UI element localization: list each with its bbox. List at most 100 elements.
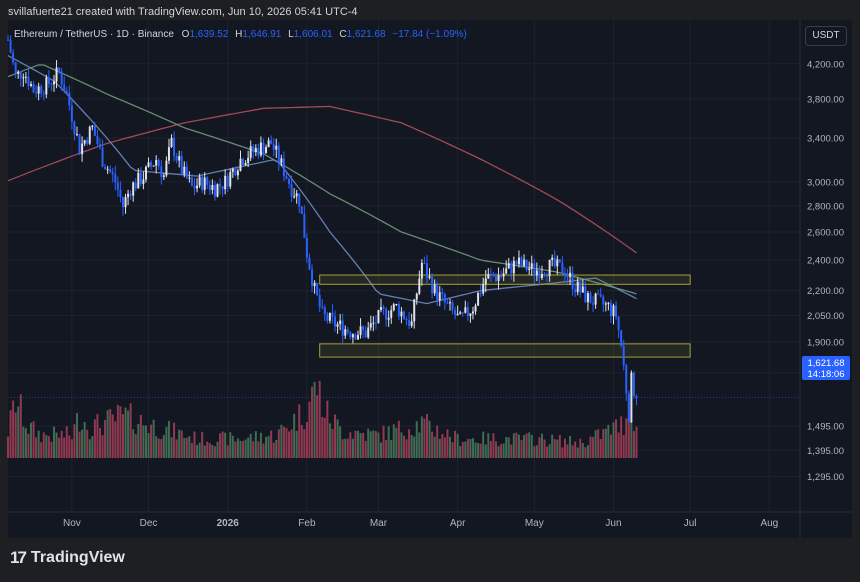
volume-bar — [441, 433, 444, 458]
candle-body — [466, 307, 469, 317]
candle-body — [50, 83, 53, 85]
volume-bar — [326, 400, 329, 458]
volume-bars — [7, 380, 638, 458]
candle-body — [584, 286, 587, 303]
volume-bar — [290, 429, 293, 458]
candle-body — [359, 326, 362, 336]
volume-bar — [98, 428, 101, 458]
price-tick-label: 3,000.00 — [807, 177, 844, 188]
candle-body — [193, 185, 196, 189]
volume-bar — [436, 425, 439, 458]
price-tick-label: 3,400.00 — [807, 133, 844, 144]
volume-bar — [530, 434, 533, 458]
ohlc-legend[interactable]: Ethereum / TetherUS · 1D · Binance O1,63… — [14, 29, 467, 40]
volume-bar — [277, 429, 280, 458]
volume-bar — [104, 419, 107, 458]
candle-body — [336, 324, 339, 327]
candle-body — [451, 302, 454, 311]
horizontal-zones[interactable] — [319, 274, 691, 358]
volume-bar — [617, 432, 620, 458]
volume-bar — [523, 435, 526, 458]
time-tick-label: Jun — [605, 518, 621, 529]
volume-bar — [47, 436, 50, 458]
volume-bar — [351, 438, 354, 458]
candle-body — [530, 263, 533, 269]
candle-body — [548, 259, 551, 276]
currency-button[interactable]: USDT — [805, 26, 847, 46]
candle-body — [37, 86, 40, 94]
volume-bar — [311, 386, 314, 458]
candle-body — [134, 182, 137, 189]
volume-bar — [132, 429, 135, 458]
volume-bar — [157, 438, 160, 458]
volume-bar — [65, 426, 68, 458]
candle-body — [257, 147, 260, 156]
volume-bar — [474, 442, 477, 458]
candle-body — [436, 284, 439, 301]
volume-bar — [134, 434, 137, 458]
candle-body — [139, 172, 142, 184]
volume-bar — [267, 435, 270, 458]
candle-body — [127, 193, 130, 198]
volume-bar — [308, 401, 311, 458]
volume-bar — [247, 437, 250, 458]
candle-body — [12, 52, 15, 63]
candle-body — [589, 293, 592, 304]
volume-bar — [86, 429, 89, 458]
volume-bar — [178, 429, 181, 458]
last-price-badge: 1,621.68 14:18:06 — [802, 356, 850, 380]
volume-bar — [37, 430, 40, 458]
time-axis[interactable]: Nov Dec 2026 Feb Mar Apr May Jun Jul Aug — [63, 518, 778, 529]
candle-body — [19, 71, 22, 79]
volume-bar — [9, 410, 12, 458]
candle-body — [459, 312, 462, 314]
candle-body — [32, 84, 35, 93]
volume-bar — [515, 432, 518, 458]
volume-bar — [615, 419, 618, 458]
volume-bar — [413, 436, 416, 458]
volume-bar — [466, 439, 469, 458]
candle-body — [622, 346, 625, 366]
candle-body — [104, 166, 107, 170]
volume-bar — [229, 432, 232, 458]
candle-body — [290, 183, 293, 197]
candle-body — [469, 313, 472, 317]
candle-body — [303, 213, 306, 238]
candle-body — [155, 160, 158, 166]
volume-bar — [280, 424, 283, 458]
candle-body — [553, 257, 556, 267]
volume-bar — [93, 419, 96, 458]
candle-body — [528, 268, 531, 270]
volume-bar — [331, 428, 334, 458]
price-tick-label: 2,600.00 — [807, 228, 844, 239]
volume-bar — [96, 414, 99, 458]
candle-body — [617, 317, 620, 331]
volume-bar — [390, 439, 393, 458]
volume-bar — [592, 436, 595, 458]
volume-bar — [313, 381, 316, 458]
candle-body — [73, 121, 76, 135]
volume-bar — [198, 442, 201, 458]
candle-body — [602, 296, 605, 305]
candle-body — [267, 140, 270, 148]
volume-bar — [323, 417, 326, 458]
volume-bar — [213, 446, 216, 458]
volume-bar — [517, 434, 520, 458]
candlesticks[interactable] — [7, 34, 638, 424]
last-price-value: 1,621.68 — [808, 358, 845, 369]
volume-bar — [428, 420, 431, 458]
volume-bar — [270, 430, 273, 458]
volume-bar — [29, 422, 32, 458]
volume-bar — [129, 403, 132, 458]
volume-bar — [60, 430, 63, 458]
volume-bar — [196, 445, 199, 458]
volume-bar — [234, 441, 237, 458]
time-tick-label: Mar — [370, 518, 388, 529]
moving-average-line — [7, 55, 637, 305]
volume-bar — [175, 439, 178, 458]
tradingview-brand[interactable]: 17 TradingView — [10, 548, 125, 568]
time-tick-label: May — [525, 518, 544, 529]
candle-body — [615, 305, 618, 318]
volume-bar — [150, 424, 153, 458]
volume-bar — [147, 432, 150, 458]
